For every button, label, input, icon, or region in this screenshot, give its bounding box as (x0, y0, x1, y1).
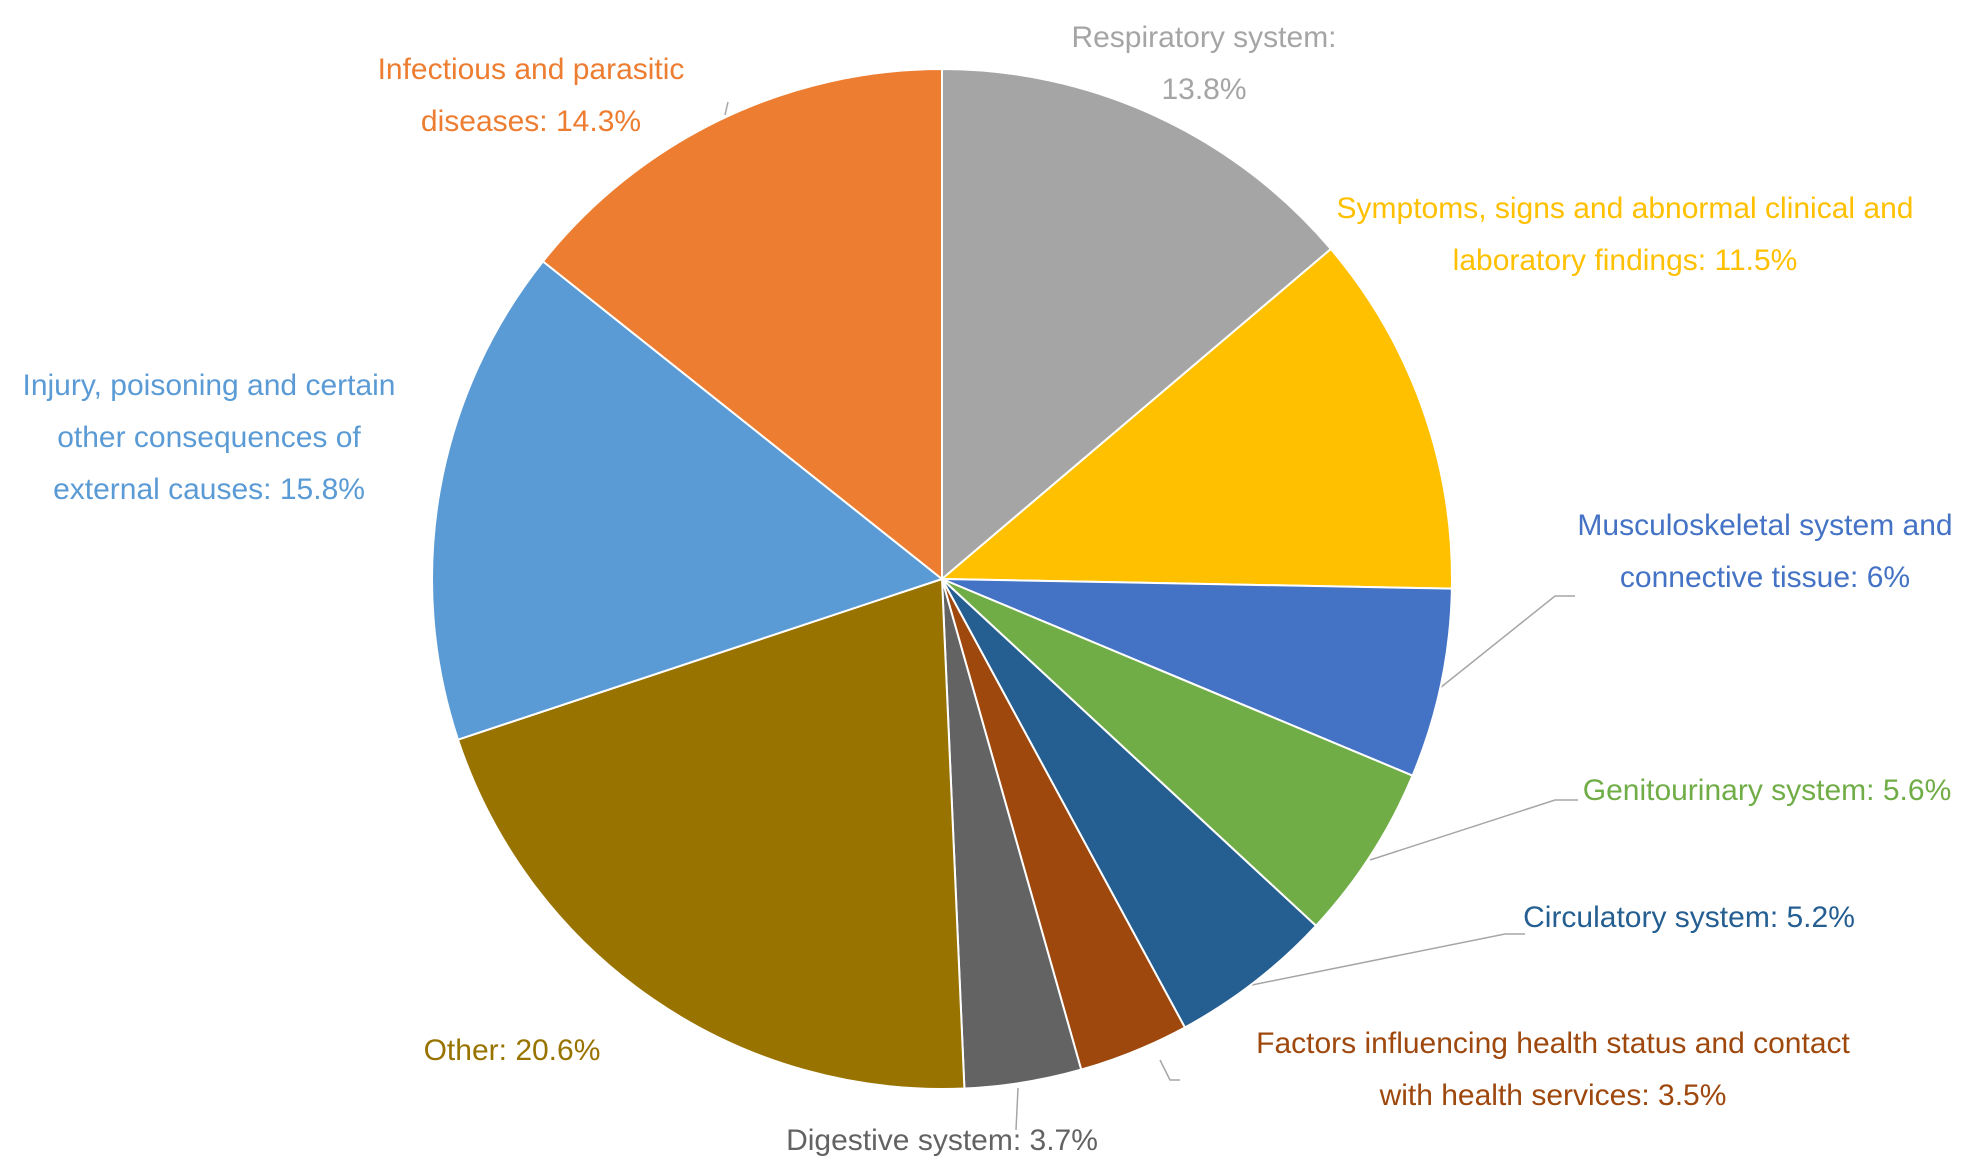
category-label: Factors influencing health status and co… (1256, 1027, 1850, 1112)
data-label: Genitourinary system: 5.6% (1567, 765, 1967, 817)
category-label: Infectious and parasitic diseases: (377, 53, 685, 138)
value-label: 13.8% (1161, 73, 1247, 106)
data-label: Factors influencing health status and co… (1233, 1018, 1873, 1122)
value-label: 20.6% (515, 1034, 601, 1067)
category-label: Other: (423, 1034, 507, 1067)
pie-slice (541, 67, 943, 582)
data-label: Digestive system: 3.7% (692, 1115, 1192, 1167)
data-label: Respiratory system: 13.8% (1039, 12, 1369, 116)
value-label: 6% (1866, 561, 1911, 594)
pie-slice (941, 578, 1414, 928)
value-label: 5.6% (1882, 774, 1952, 807)
leader-line (1159, 1059, 1180, 1081)
pie-slice (939, 247, 1453, 590)
leader-lines (724, 101, 1578, 1131)
data-label: Circulatory system: 5.2% (1519, 892, 1859, 944)
category-label: Digestive system: (786, 1124, 1022, 1157)
data-label: Injury, poisoning and certain other cons… (9, 360, 409, 516)
data-label: Infectious and parasitic diseases: 14.3% (321, 44, 741, 148)
pie-slice (456, 577, 966, 1090)
pie-slice (941, 67, 1333, 582)
value-label: 15.8% (279, 473, 365, 506)
value-label: 3.5% (1658, 1079, 1727, 1112)
pie-slice (431, 259, 945, 741)
category-label: Circulatory system: (1523, 901, 1779, 934)
value-label: 3.7% (1029, 1124, 1098, 1157)
data-label: Symptoms, signs and abnormal clinical an… (1280, 183, 1970, 287)
value-label: 5.2% (1786, 901, 1855, 934)
category-label: Respiratory system: (1071, 21, 1337, 54)
category-label: Musculoskeletal system and connective ti… (1577, 509, 1953, 594)
pie-slice (941, 578, 1453, 777)
data-label: Musculoskeletal system and connective ti… (1560, 500, 1970, 604)
category-label: Symptoms, signs and abnormal clinical an… (1336, 192, 1914, 277)
leader-line (1369, 799, 1578, 861)
leader-line (1439, 595, 1575, 689)
leader-line (1015, 1087, 1019, 1131)
pie-slice (941, 578, 1318, 1029)
category-label: Genitourinary system: (1582, 774, 1875, 807)
leader-line (1251, 933, 1525, 986)
value-label: 11.5% (1714, 244, 1798, 277)
category-label: Injury, poisoning and certain other cons… (22, 369, 396, 506)
data-label: Other: 20.6% (362, 1025, 662, 1077)
leader-line (724, 101, 729, 116)
value-label: 14.3% (556, 105, 642, 138)
